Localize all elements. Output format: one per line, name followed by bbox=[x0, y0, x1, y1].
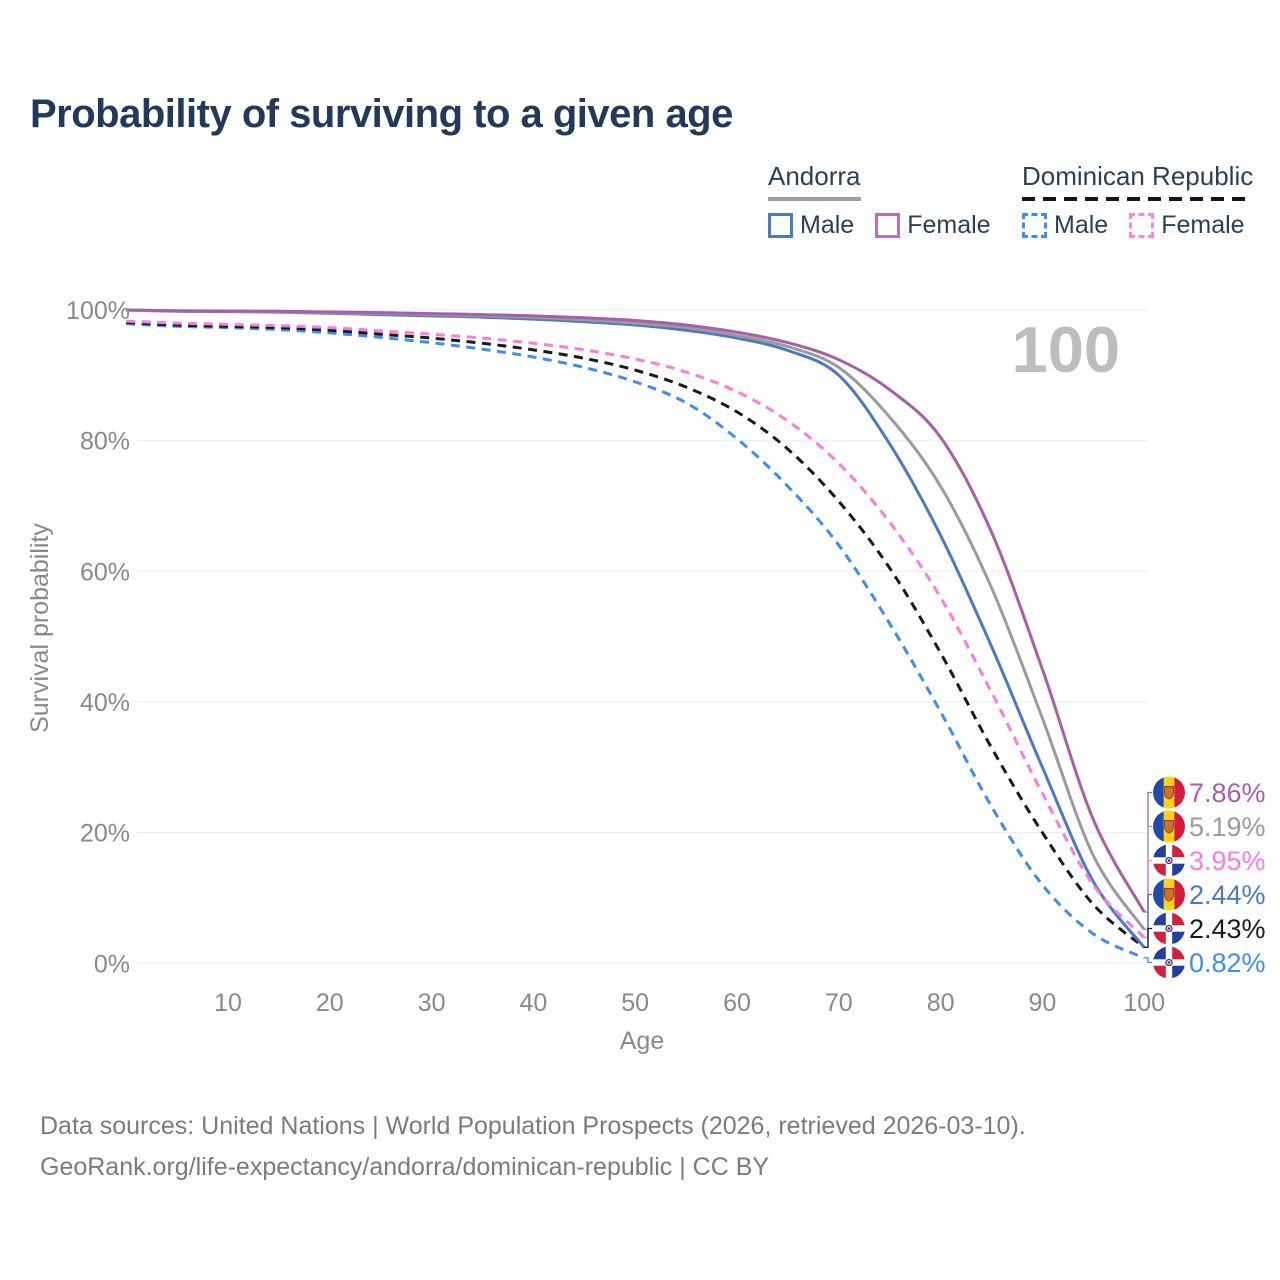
curve-dominican-republic-combined bbox=[126, 320, 1146, 949]
legend-underline-dominican-republic bbox=[1022, 197, 1248, 201]
dominican-republic-male-swatch-icon bbox=[1022, 213, 1047, 238]
y-tick-label: 20% bbox=[80, 820, 130, 848]
andorra-flag-icon bbox=[1153, 878, 1185, 911]
end-value-annotations: 7.86% 5.19% 3.95% 2.44% 2.43% 0.82% bbox=[1144, 776, 1266, 979]
data-source-footer: Data sources: United Nations | World Pop… bbox=[40, 1106, 1026, 1188]
legend-country-dominican-republic: Dominican Republic bbox=[1022, 161, 1254, 191]
x-tick-label: 40 bbox=[519, 989, 547, 1017]
y-tick-label: 40% bbox=[80, 689, 130, 717]
x-tick-label: 30 bbox=[418, 989, 446, 1017]
legend-row-dominican-republic: Male Female bbox=[1022, 211, 1253, 240]
x-tick-label: 20 bbox=[316, 989, 344, 1017]
x-tick-label: 70 bbox=[825, 989, 853, 1017]
legend-item-dominican-republic-male[interactable]: Male bbox=[1022, 211, 1108, 240]
end-label-dominican-republic-combined: 2.43% bbox=[1189, 914, 1266, 944]
leader-line-dominican-republic-combined bbox=[1144, 927, 1152, 949]
dominican-republic-flag-icon bbox=[1153, 946, 1185, 979]
y-tick-label: 0% bbox=[94, 950, 130, 978]
dominican-republic-female-swatch-icon bbox=[1129, 213, 1155, 238]
axis-tick-labels: 0% 20% 40% 60% 80% 100% 10 20 30 40 50 60 70 80 90 100 bbox=[66, 297, 1165, 1017]
footer-line-1: Data sources: United Nations | World Pop… bbox=[40, 1112, 1026, 1140]
x-tick-label: 100 bbox=[1123, 989, 1165, 1017]
footer-line-2: GeoRank.org/life-expectancy/andorra/domi… bbox=[40, 1153, 770, 1181]
leader-line-dominican-republic-male bbox=[1144, 957, 1152, 964]
dominican-republic-flag-icon bbox=[1153, 912, 1185, 945]
andorra-male-swatch-icon bbox=[768, 213, 793, 238]
legend-group-dominican-republic: Dominican Republic Male Female bbox=[1022, 161, 1253, 240]
x-tick-label: 50 bbox=[621, 989, 649, 1017]
x-tick-label: 90 bbox=[1028, 989, 1056, 1017]
legend-row-andorra: Male Female bbox=[768, 211, 991, 240]
curve-andorra-male bbox=[126, 308, 1146, 949]
gridlines bbox=[137, 309, 1148, 964]
legend-item-dominican-republic-female[interactable]: Female bbox=[1129, 211, 1245, 240]
legend-item-andorra-female[interactable]: Female bbox=[875, 211, 991, 240]
dominican-republic-flag-icon bbox=[1153, 844, 1185, 877]
andorra-flag-icon bbox=[1153, 810, 1185, 843]
age-hover-watermark: 100 bbox=[1012, 313, 1120, 386]
legend-label-andorra-male: Male bbox=[800, 211, 855, 239]
end-label-dominican-republic-male: 0.82% bbox=[1189, 948, 1266, 978]
andorra-flag-icon bbox=[1153, 776, 1185, 809]
y-tick-label: 100% bbox=[66, 297, 130, 325]
curve-dominican-republic-female bbox=[126, 319, 1146, 939]
curve-andorra-combined bbox=[126, 308, 1146, 931]
curve-andorra-female bbox=[126, 308, 1146, 913]
x-tick-label: 10 bbox=[214, 989, 242, 1017]
y-tick-label: 60% bbox=[80, 558, 130, 586]
legend-group-andorra: Andorra Male Female bbox=[768, 161, 991, 240]
y-axis-title: Survival probability bbox=[26, 523, 54, 733]
legend-label-dominican-republic-female: Female bbox=[1161, 211, 1245, 239]
x-tick-label: 80 bbox=[927, 989, 955, 1017]
survival-curves bbox=[126, 308, 1146, 960]
legend-item-andorra-male[interactable]: Male bbox=[768, 211, 854, 240]
curve-dominican-republic-male bbox=[126, 322, 1145, 960]
end-label-dominican-republic-female: 3.95% bbox=[1189, 846, 1266, 876]
end-label-andorra-female: 7.86% bbox=[1189, 778, 1266, 808]
andorra-female-swatch-icon bbox=[875, 213, 901, 238]
x-tick-label: 60 bbox=[723, 989, 751, 1017]
legend-underline-andorra bbox=[768, 197, 861, 201]
legend-label-dominican-republic-male: Male bbox=[1054, 211, 1109, 239]
page-title: Probability of surviving to a given age bbox=[30, 92, 733, 136]
legend-label-andorra-female: Female bbox=[907, 211, 991, 239]
end-label-andorra-combined: 5.19% bbox=[1189, 812, 1266, 842]
x-axis-title: Age bbox=[620, 1027, 664, 1055]
y-tick-label: 80% bbox=[80, 428, 130, 456]
end-label-andorra-male: 2.44% bbox=[1189, 880, 1266, 910]
legend-country-andorra: Andorra bbox=[768, 161, 861, 191]
